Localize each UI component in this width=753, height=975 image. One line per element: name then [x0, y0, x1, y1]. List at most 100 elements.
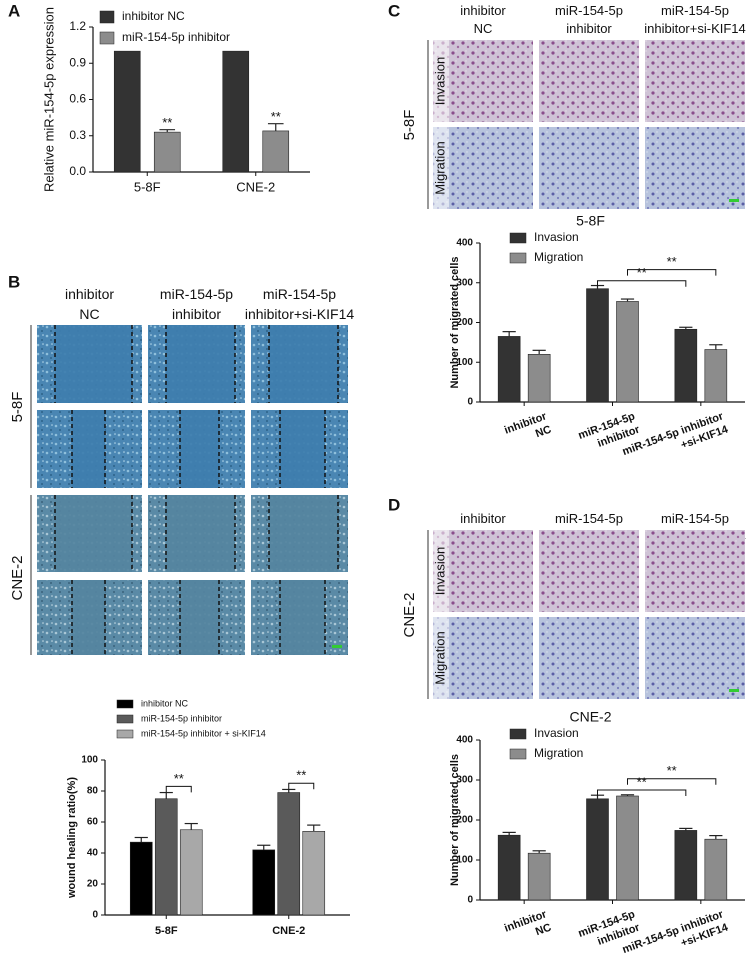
legend-label: inhibitor NC: [122, 9, 185, 23]
chart-title: 5-8F: [576, 213, 605, 229]
y-tick-label: 100: [456, 357, 473, 368]
y-tick-label: 100: [456, 855, 473, 866]
significance: **: [667, 254, 677, 269]
transwell-image: [433, 617, 533, 699]
wound-gap: [269, 495, 338, 572]
y-tick-label: 200: [456, 815, 473, 826]
significance: **: [271, 109, 281, 124]
legend-label: Migration: [534, 746, 583, 760]
y-axis-label: wound healing ratio(%): [66, 777, 78, 899]
bar: [704, 349, 728, 403]
bracket: [627, 778, 717, 785]
bar: [616, 795, 639, 901]
legend-swatch: [116, 729, 134, 739]
transwell-image: [539, 40, 639, 122]
row-label-strip: [433, 40, 449, 122]
y-tick-label: 300: [456, 277, 473, 288]
wound-gap: [280, 410, 325, 488]
error-bar: [134, 836, 148, 843]
significance: **: [162, 115, 172, 130]
significance: **: [296, 768, 306, 783]
legend-label: miR-154-5p inhibitor: [141, 713, 222, 723]
y-tick-label: 0: [467, 397, 473, 408]
transwell-image: [539, 530, 639, 612]
y-axis-label: Relative miR-154-5p expression: [41, 7, 56, 192]
panel-label: A: [8, 1, 20, 20]
bar: [222, 50, 250, 173]
legend-swatch: [116, 699, 134, 709]
bar: [153, 131, 181, 173]
x-tick-label: miR-154-5p inhibitor+si-KIF14: [621, 410, 731, 471]
bar: [497, 336, 521, 403]
bracket: [627, 269, 717, 276]
error-bar: [679, 326, 693, 330]
error-bar: [709, 344, 723, 350]
x-tick-label: CNE-2: [272, 925, 305, 937]
error-bar: [257, 844, 271, 850]
scale-bar: [729, 689, 739, 692]
x-tick-label: inhibitorNC: [503, 908, 554, 948]
row-label: Migration: [432, 631, 447, 684]
significance: **: [174, 771, 184, 786]
wound-gap: [269, 325, 338, 403]
wound-gap: [180, 580, 219, 655]
legend-swatch: [509, 232, 527, 244]
y-tick-label: 0.9: [69, 55, 86, 69]
legend-swatch: [99, 31, 115, 45]
wound-gap: [55, 495, 132, 572]
error-bar: [620, 298, 635, 302]
bar: [527, 852, 551, 901]
transwell-image: [433, 127, 533, 209]
row-label: Migration: [432, 141, 447, 194]
bar: [704, 838, 728, 901]
y-tick-label: 40: [87, 848, 99, 859]
bar: [252, 849, 276, 916]
bar: [302, 830, 326, 916]
x-tick-label: inhibitorNC: [503, 410, 554, 450]
bar: [527, 353, 551, 403]
transwell-image: [645, 40, 745, 122]
bar: [113, 50, 141, 173]
panel-label: B: [8, 272, 20, 291]
error-bar: [620, 794, 635, 796]
wound-gap: [55, 325, 132, 403]
cell-line-label: 5-8F: [401, 110, 418, 141]
legend-swatch: [509, 252, 527, 264]
bar: [277, 792, 301, 916]
legend-swatch: [509, 728, 527, 740]
wound-gap: [280, 580, 325, 655]
transwell-image: [645, 617, 745, 699]
legend-swatch: [509, 748, 527, 760]
transwell-image: [645, 127, 745, 209]
panel-label: C: [388, 1, 400, 20]
transwell-image: [539, 127, 639, 209]
x-tick-label: miR-154-5p inhibitor+si-KIF14: [621, 908, 731, 969]
error-bar: [267, 123, 284, 131]
error-bar: [502, 331, 516, 337]
y-tick-label: 0.6: [69, 92, 86, 106]
significance: **: [637, 774, 647, 789]
error-bar: [307, 824, 321, 832]
error-bar: [532, 349, 546, 355]
transwell-image: [433, 40, 533, 122]
bar: [154, 798, 178, 916]
row-label: CNE-2: [9, 555, 26, 600]
legend-swatch: [116, 714, 134, 724]
significance: **: [637, 265, 647, 280]
row-label-strip: [433, 127, 449, 209]
y-axis-label: Number of migrated cells: [449, 754, 461, 886]
y-tick-label: 1.2: [69, 19, 86, 33]
x-tick-label: 5-8F: [134, 179, 161, 194]
wound-gap: [166, 325, 235, 403]
y-tick-label: 200: [456, 317, 473, 328]
y-axis-label: Number of migrated cells: [449, 256, 461, 388]
y-tick-label: 100: [81, 755, 98, 766]
y-tick-label: 400: [456, 238, 473, 249]
bracket: [597, 789, 687, 796]
bar: [586, 288, 609, 403]
